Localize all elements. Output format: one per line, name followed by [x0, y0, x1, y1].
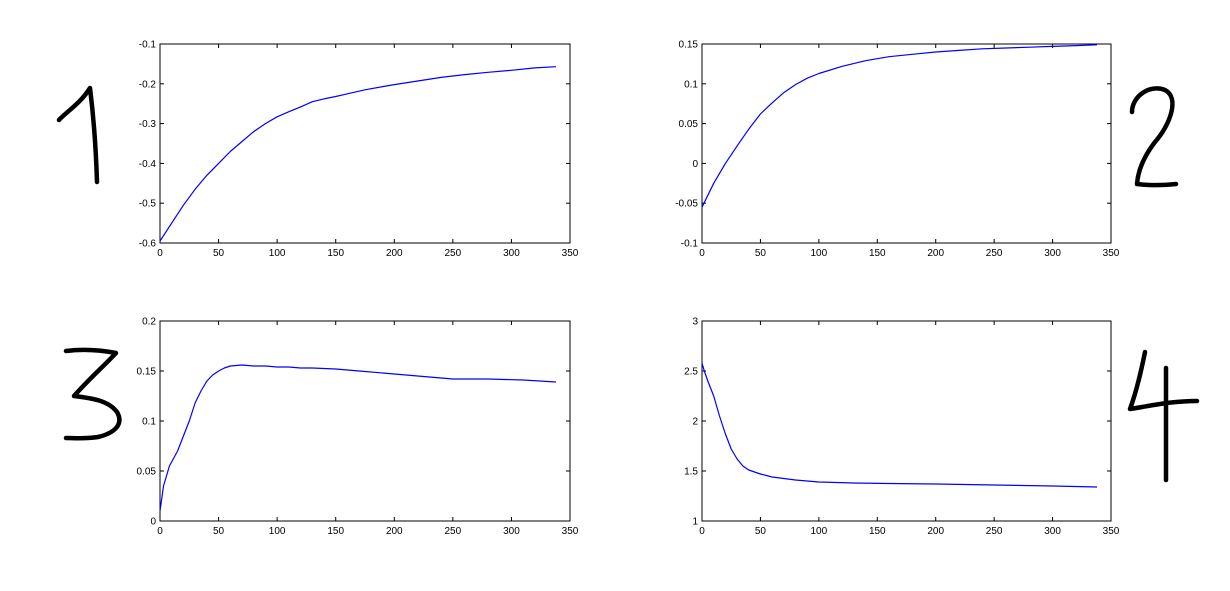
x-tick-label: 250: [445, 248, 462, 259]
y-tick-label: 0.1: [684, 79, 698, 90]
y-tick-label: 0.05: [137, 467, 157, 478]
handwritten-number-3: [63, 347, 122, 441]
handwritten-number-1: [56, 85, 100, 185]
y-tick-label: -0.6: [139, 239, 157, 250]
y-tick-label: -0.05: [675, 199, 698, 210]
x-tick-label: 100: [811, 526, 828, 537]
y-tick-label: 0.1: [142, 417, 156, 428]
series-line: [159, 66, 556, 242]
handwritten-number-2: [1129, 86, 1179, 188]
x-tick-label: 350: [1103, 248, 1120, 259]
axes-box: [159, 320, 571, 522]
y-tick-label: -0.1: [681, 239, 699, 250]
x-tick-label: 150: [869, 248, 886, 259]
x-tick-label: 200: [386, 248, 403, 259]
axes-box: [701, 320, 1112, 522]
x-tick-label: 200: [386, 526, 403, 537]
x-tick-label: 100: [811, 248, 828, 259]
y-tick-label: 0.15: [679, 40, 699, 51]
axes-box: [159, 43, 571, 244]
x-tick-label: 200: [927, 526, 944, 537]
series-line: [701, 44, 1098, 208]
x-tick-label: 50: [755, 526, 767, 537]
x-tick-label: 100: [269, 248, 286, 259]
y-tick-label: 0: [150, 517, 156, 528]
y-tick-label: 0.2: [142, 317, 156, 328]
x-tick-label: 250: [986, 526, 1003, 537]
x-tick-label: 150: [869, 526, 886, 537]
x-tick-label: 50: [755, 248, 767, 259]
series-line: [701, 362, 1098, 488]
x-tick-label: 350: [562, 248, 579, 259]
y-tick-label: 0.15: [137, 367, 157, 378]
x-tick-label: 100: [269, 526, 286, 537]
y-tick-label: -0.3: [139, 119, 157, 130]
y-tick-label: 1.5: [684, 467, 698, 478]
x-tick-label: 200: [927, 248, 944, 259]
x-tick-label: 300: [1044, 248, 1061, 259]
x-tick-label: 300: [1044, 526, 1061, 537]
y-tick-label: -0.2: [139, 79, 157, 90]
x-tick-label: 150: [327, 248, 344, 259]
x-tick-label: 350: [562, 526, 579, 537]
chart-panel-4: 0 50 100 150 200 250 300 350 1 1.5 2 2.5 3: [684, 317, 1120, 538]
y-tick-label: 0.05: [679, 119, 699, 130]
chart-panel-1: 0 50 100 150 200 250 300 350 -0.6 -0.5 -0.4 -0.3 -0.…: [139, 40, 579, 260]
x-tick-label: 0: [699, 248, 705, 259]
x-tick-label: 50: [213, 248, 225, 259]
y-tick-label: 2.5: [684, 367, 698, 378]
handwritten-number-4: [1127, 349, 1200, 483]
chart-panel-3: 0 50 100 150 200 250 300 350 0 0.05 0.1 0.15 0.2: [137, 317, 579, 538]
x-tick-label: 250: [445, 526, 462, 537]
x-tick-label: 300: [503, 248, 520, 259]
axes-box: [701, 43, 1112, 244]
x-tick-label: 250: [986, 248, 1003, 259]
x-tick-label: 350: [1103, 526, 1120, 537]
y-tick-label: -0.4: [139, 159, 157, 170]
y-tick-label: 0: [692, 159, 698, 170]
chart-panel-2: 0 50 100 150 200 250 300 350 -0.1 -0.05 0 0.05 0.1 0.…: [675, 40, 1120, 260]
x-tick-label: 50: [213, 526, 225, 537]
y-tick-label: 3: [692, 317, 698, 328]
x-tick-label: 0: [157, 526, 163, 537]
y-tick-label: -0.1: [139, 40, 157, 51]
x-tick-label: 300: [503, 526, 520, 537]
x-tick-label: 0: [699, 526, 705, 537]
y-tick-label: 1: [692, 517, 698, 528]
x-tick-label: 0: [157, 248, 163, 259]
x-tick-label: 150: [327, 526, 344, 537]
series-line: [159, 364, 556, 512]
y-tick-label: -0.5: [139, 199, 157, 210]
y-tick-label: 2: [692, 417, 698, 428]
